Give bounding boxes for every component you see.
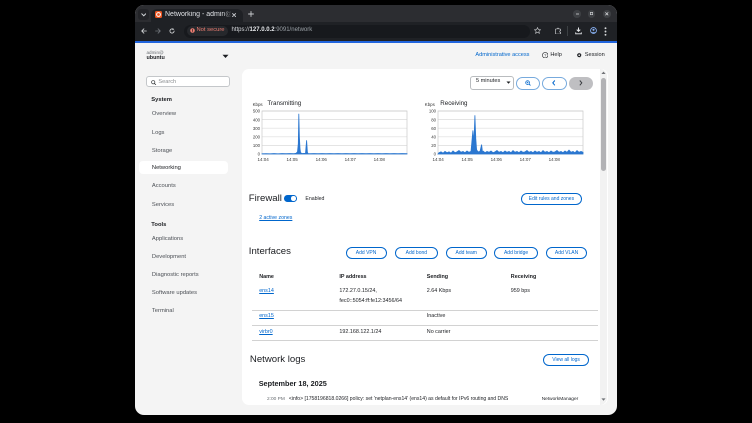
svg-text:200: 200 [253,135,261,140]
svg-text:14:06: 14:06 [491,157,503,162]
svg-text:14:05: 14:05 [287,157,299,162]
svg-text:100: 100 [429,109,437,114]
svg-text:40: 40 [431,135,436,140]
svg-text:300: 300 [253,126,261,131]
svg-text:20: 20 [431,143,436,148]
svg-text:60: 60 [431,126,436,131]
svg-text:14:05: 14:05 [462,157,474,162]
svg-text:80: 80 [431,117,436,122]
svg-text:500: 500 [253,109,261,114]
svg-text:100: 100 [253,143,261,148]
svg-text:?: ? [544,52,547,57]
svg-text:14:04: 14:04 [257,157,269,162]
svg-text:14:07: 14:07 [345,157,357,162]
svg-text:14:04: 14:04 [432,157,444,162]
svg-text:0: 0 [434,152,437,157]
svg-text:14:06: 14:06 [316,157,328,162]
svg-text:0: 0 [258,152,261,157]
svg-text:14:07: 14:07 [520,157,532,162]
svg-text:400: 400 [253,117,261,122]
svg-text:14:08: 14:08 [374,157,386,162]
svg-text:14:08: 14:08 [549,157,561,162]
